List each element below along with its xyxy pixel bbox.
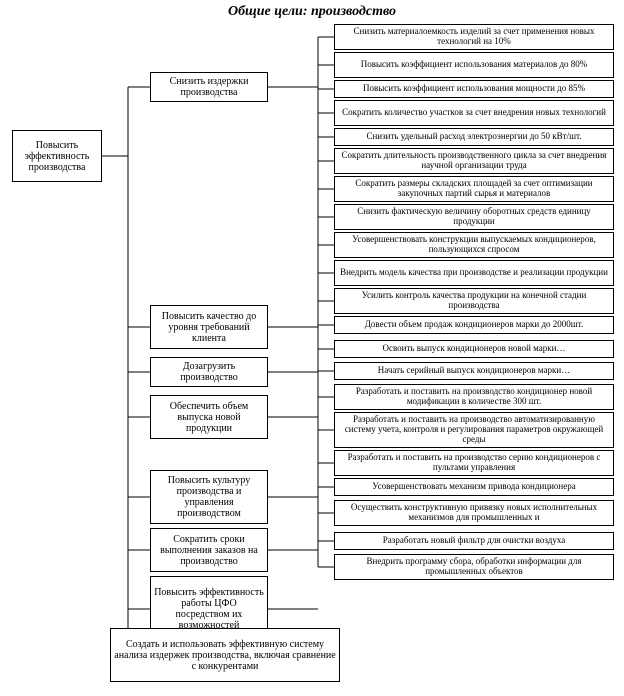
diagram-title: Общие цели: производство [0,4,624,20]
leaf-goal-6: Сократить размеры складских площадей за … [334,176,614,202]
leaf-goal-16: Разработать и поставить на производство … [334,450,614,476]
leaf-goal-11: Довести объем продаж кондиционеров марки… [334,316,614,334]
leaf-goal-1: Повысить коэффициент использования матер… [334,52,614,78]
leaf-goal-20: Внедрить программу сбора, обработки инфо… [334,554,614,580]
leaf-goal-15: Разработать и поставить на производство … [334,412,614,448]
leaf-goal-13: Начать серийный выпуск кондиционеров мар… [334,362,614,380]
mid-goal-2: Дозагрузить производство [150,357,268,387]
leaf-goal-19: Разработать новый фильтр для очистки воз… [334,532,614,550]
leaf-goal-17: Усовершенствовать механизм привода конди… [334,478,614,496]
root-goal: Повысить эффективность производства [12,130,102,182]
leaf-goal-10: Усилить контроль качества продукции на к… [334,288,614,314]
leaf-goal-0: Снизить материалоемкость изделий за счет… [334,24,614,50]
mid-goal-1: Повысить качество до уровня требований к… [150,305,268,349]
leaf-goal-2: Повысить коэффициент использования мощно… [334,80,614,98]
leaf-goal-9: Внедрить модель качества при производств… [334,260,614,286]
mid-goal-5: Сократить сроки выполнения заказов на пр… [150,528,268,572]
leaf-goal-8: Усовершенствовать конструкции выпускаемы… [334,232,614,258]
leaf-goal-12: Освоить выпуск кондиционеров новой марки… [334,340,614,358]
leaf-goal-14: Разработать и поставить на производство … [334,384,614,410]
leaf-goal-18: Осуществить конструктивную привязку новы… [334,500,614,526]
leaf-goal-3: Сократить количество участков за счет вн… [334,100,614,126]
mid-goal-0: Снизить издержки производства [150,72,268,102]
mid-goal-4: Повысить культуру производства и управле… [150,470,268,524]
leaf-goal-5: Сократить длительность производственного… [334,148,614,174]
leaf-goal-4: Снизить удельный расход электроэнергии д… [334,128,614,146]
bottom-goal: Создать и использовать эффективную систе… [110,628,340,682]
leaf-goal-7: Снизить фактическую величину оборотных с… [334,204,614,230]
mid-goal-3: Обеспечить объем выпуска новой продукции [150,395,268,439]
